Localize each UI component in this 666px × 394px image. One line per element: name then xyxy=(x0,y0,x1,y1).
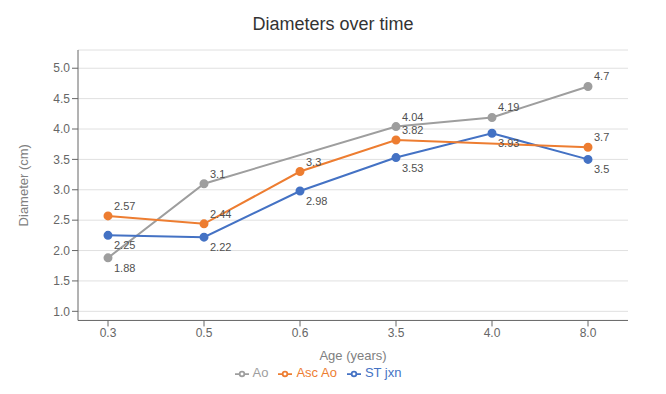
svg-text:4.7: 4.7 xyxy=(594,70,609,82)
svg-text:2.44: 2.44 xyxy=(210,208,231,220)
svg-text:3.5: 3.5 xyxy=(53,153,70,167)
svg-text:2.57: 2.57 xyxy=(114,200,135,212)
svg-text:4.0: 4.0 xyxy=(53,122,70,136)
svg-text:3.5: 3.5 xyxy=(594,163,609,175)
svg-text:4.04: 4.04 xyxy=(402,111,423,123)
html-text:Diameters over time: Diameters over time xyxy=(252,14,414,34)
html-text:Ao: Ao xyxy=(252,365,269,381)
svg-text:0.6: 0.6 xyxy=(292,326,309,340)
svg-text:3.53: 3.53 xyxy=(402,162,423,174)
svg-text:2.22: 2.22 xyxy=(210,241,231,253)
svg-text:8.0: 8.0 xyxy=(580,326,597,340)
html-text:Asc Ao: Asc Ao xyxy=(296,365,337,381)
svg-text:3.7: 3.7 xyxy=(594,131,609,143)
svg-text:2.0: 2.0 xyxy=(53,244,70,258)
svg-text:3.1: 3.1 xyxy=(210,168,225,180)
svg-text:1.0: 1.0 xyxy=(53,305,70,319)
svg-text:1.88: 1.88 xyxy=(114,262,135,274)
svg-text:3.3: 3.3 xyxy=(306,156,321,168)
svg-text:3.82: 3.82 xyxy=(402,124,423,136)
svg-text:3.5: 3.5 xyxy=(388,326,405,340)
svg-text:2.5: 2.5 xyxy=(53,213,70,227)
svg-text:4.0: 4.0 xyxy=(484,326,501,340)
svg-text:0.5: 0.5 xyxy=(196,326,213,340)
svg-text:Diameter (cm): Diameter (cm) xyxy=(16,144,31,226)
svg-text:1.5: 1.5 xyxy=(53,274,70,288)
svg-text:4.19: 4.19 xyxy=(498,101,519,113)
svg-text:2.98: 2.98 xyxy=(306,195,327,207)
svg-text:3.0: 3.0 xyxy=(53,183,70,197)
svg-text:5.0: 5.0 xyxy=(53,61,70,75)
svg-text:0.3: 0.3 xyxy=(100,326,117,340)
svg-text:3.93: 3.93 xyxy=(498,137,519,149)
svg-text:2.25: 2.25 xyxy=(114,239,135,251)
html-text:ST jxn: ST jxn xyxy=(364,365,402,381)
svg-text:Age (years): Age (years) xyxy=(319,348,386,363)
svg-text:4.5: 4.5 xyxy=(53,92,70,106)
